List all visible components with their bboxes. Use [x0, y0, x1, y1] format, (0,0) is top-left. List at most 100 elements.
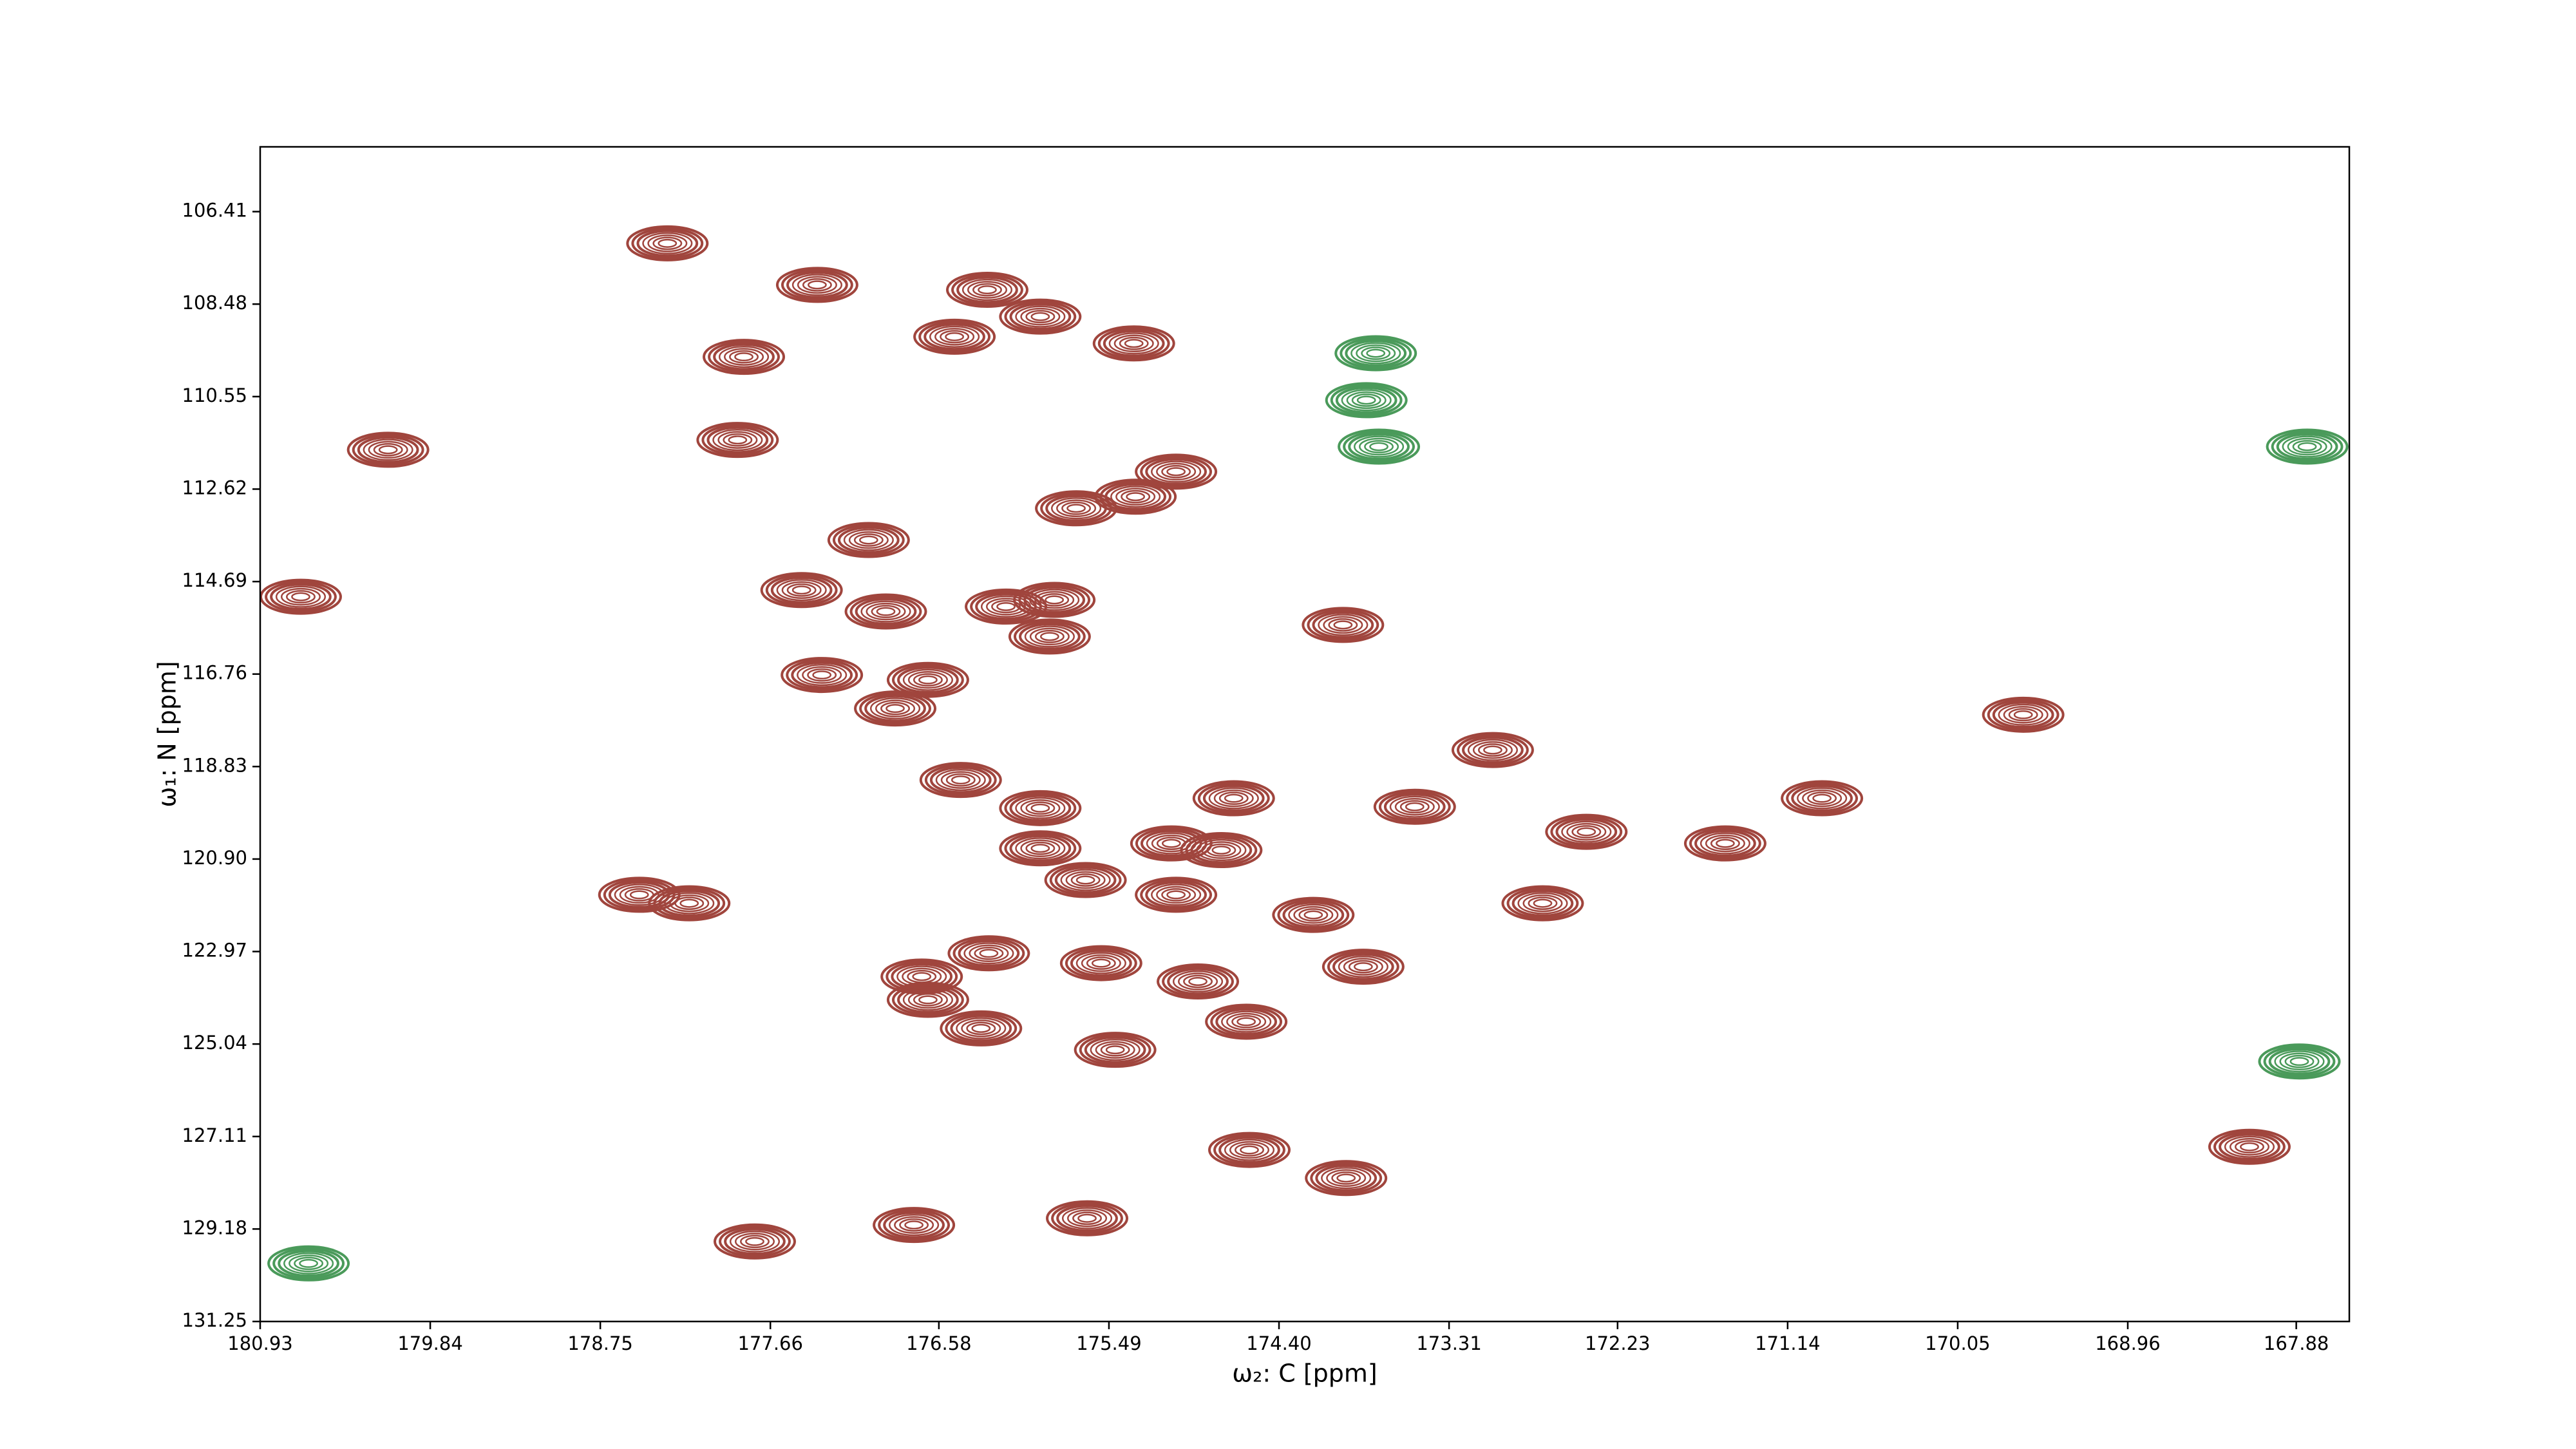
contour-ring: [875, 699, 916, 717]
contour-ring: [891, 983, 964, 1016]
contour-ring: [368, 440, 408, 459]
contour-ring: [907, 670, 948, 689]
x-tick-label: 180.93: [227, 1332, 292, 1354]
contour-ring: [1025, 841, 1056, 855]
contour-ring: [880, 701, 910, 715]
contour-ring: [1024, 625, 1075, 648]
contour-ring: [2224, 1135, 2275, 1158]
contour-ring: [1321, 949, 1405, 985]
contour-ring: [1115, 488, 1156, 506]
contour-ring: [860, 600, 911, 623]
contour-ring: [1051, 497, 1102, 520]
contour-ring: [679, 898, 699, 908]
contour-ring: [1302, 607, 1385, 643]
contour-ring: [880, 958, 963, 995]
contour-ring: [999, 298, 1082, 335]
contour-ring: [1343, 958, 1383, 976]
contour-ring: [1025, 310, 1056, 323]
contour-ring: [849, 595, 922, 628]
contour-ring: [1095, 1041, 1135, 1059]
contour-ring: [996, 601, 1016, 611]
contour-ring: [1105, 1045, 1125, 1055]
contour-ring: [791, 274, 842, 296]
contour-ring: [967, 281, 1007, 299]
contour-ring: [1293, 905, 1334, 924]
y-tick-label: 116.76: [182, 662, 247, 684]
contour-ring: [1307, 609, 1379, 641]
contour-ring: [1065, 947, 1137, 980]
contour-ring: [961, 1019, 1001, 1037]
contour-ring: [598, 876, 681, 913]
x-tick-label: 177.66: [737, 1332, 802, 1354]
contour-ring: [827, 522, 910, 558]
contour-ring: [619, 886, 659, 904]
contour-ring: [871, 605, 901, 618]
contour-ring: [2263, 1045, 2336, 1077]
contour-ring: [1039, 632, 1059, 641]
contour-ring: [1121, 489, 1151, 504]
contour-ring: [1054, 866, 1117, 894]
contour-ring: [1351, 393, 1381, 407]
contour-ring: [971, 1023, 991, 1033]
contour-ring: [1060, 869, 1111, 891]
contour-ring: [1161, 888, 1191, 902]
y-axis-title: ω₁: N [ppm]: [153, 661, 182, 807]
contour-ring: [1172, 970, 1224, 993]
contour-ring: [1555, 818, 1618, 846]
contour-ring: [913, 318, 996, 355]
contour-ring: [1065, 871, 1106, 889]
x-tick-label: 176.58: [906, 1332, 971, 1354]
contour-ring: [2297, 442, 2317, 451]
contour-ring: [832, 524, 905, 556]
contour-ring: [918, 675, 938, 685]
contour-ring: [1202, 784, 1265, 812]
contour-ring: [1146, 832, 1197, 855]
y-tick-label: 114.69: [182, 569, 247, 591]
contour-ring: [1156, 462, 1197, 481]
contour-ring: [1135, 828, 1208, 860]
contour-ring: [873, 1207, 956, 1244]
contour-ring: [713, 1223, 796, 1260]
contour-ring: [1061, 1207, 1113, 1229]
contour-ring: [1140, 878, 1213, 911]
contour-ring: [1161, 838, 1181, 848]
contour-ring: [1151, 460, 1202, 483]
contour-ring: [1456, 734, 1529, 766]
contour-ring: [658, 238, 677, 248]
contour-ring: [1197, 782, 1270, 815]
contour-ring: [1511, 889, 1574, 917]
contour-ring: [1004, 832, 1077, 864]
contour-ring: [1070, 949, 1132, 977]
contour-ring: [1982, 696, 2065, 733]
contour-ring: [1710, 837, 1740, 850]
contour-ring: [1338, 956, 1388, 978]
x-tick-label: 167.88: [2264, 1332, 2329, 1354]
y-tick-label: 122.97: [182, 940, 247, 961]
contour-ring: [718, 345, 770, 368]
contour-ring: [1015, 837, 1066, 860]
y-tick-label: 129.18: [182, 1217, 247, 1238]
contour-ring: [1683, 825, 1766, 862]
contour-ring: [958, 940, 1020, 967]
contour-ring: [950, 1014, 1012, 1043]
contour-ring: [1330, 384, 1403, 417]
contour-ring: [878, 1209, 951, 1241]
contour-ring: [1090, 1039, 1141, 1061]
contour-ring: [945, 272, 1028, 308]
contour-ring: [1108, 332, 1159, 355]
contour-ring: [745, 1236, 764, 1246]
contour-ring: [929, 325, 980, 348]
contour-ring: [1030, 803, 1050, 813]
contour-ring: [723, 433, 753, 447]
y-tick-label: 106.41: [182, 200, 247, 222]
contour-ring: [373, 443, 403, 457]
contour-ring: [837, 526, 900, 554]
x-tick-label: 172.23: [1585, 1332, 1650, 1354]
contour-ring: [966, 1021, 996, 1036]
contour-ring: [1335, 386, 1397, 414]
contour-ring: [808, 280, 827, 290]
contour-ring: [1987, 699, 2060, 731]
y-tick-label: 131.25: [182, 1309, 247, 1331]
contour-ring: [346, 431, 430, 468]
